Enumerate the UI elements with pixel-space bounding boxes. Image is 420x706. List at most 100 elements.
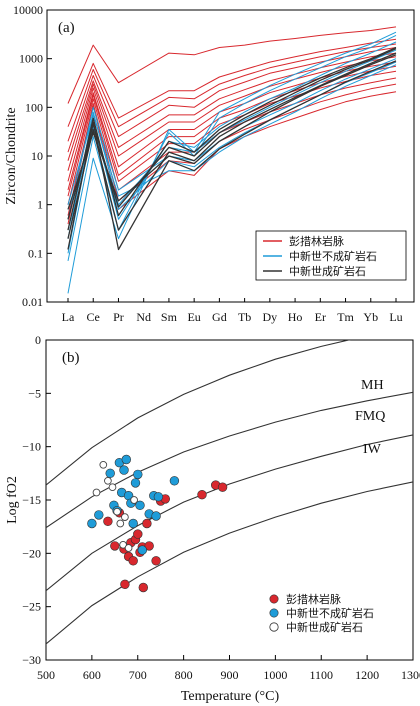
- panel-a-x-tick-label-5: Eu: [187, 310, 200, 324]
- panel-b-point-pcl-20: [217, 482, 228, 492]
- panel-a-y-tick-label-3: 10: [31, 149, 43, 163]
- panel-b-point-pcl-1: [110, 541, 120, 551]
- panel-b-x-tick-label-6: 1100: [309, 668, 333, 682]
- panel-a-y-ticks: 0.01 0.1 1 10 100 1000 10000: [13, 3, 52, 309]
- panel-a-y-tick-label-0: 0.01: [22, 295, 43, 309]
- panel-b-point-nonmin-7: [119, 465, 129, 475]
- panel-a-legend-label-nonmin: 中新世不成矿岩石: [289, 249, 377, 263]
- panel-b-y-tick-label-4: −20: [22, 546, 41, 560]
- panel-b-points-layer: [87, 454, 228, 593]
- panel-a-pattern-pcl-5: [67, 56, 397, 171]
- buffer-curve-iw: [46, 434, 413, 592]
- panel-a-legend-label-min: 中新世成矿岩石: [289, 264, 366, 278]
- panel-b-legend-label-pcl: 彭措林岩脉: [286, 592, 341, 606]
- panel-a-legend: 彭措林岩脉 中新世不成矿岩石 中新世成矿岩石: [255, 230, 407, 281]
- panel-b-y-tick-label-0: 0: [35, 333, 41, 347]
- buffer-label-iw: IW: [363, 442, 382, 457]
- panel-b-point-nonmin-12: [130, 478, 141, 488]
- panel-b-point-pcl-13: [142, 518, 152, 529]
- panel-a-pattern-pcl-4: [67, 52, 397, 161]
- panel-b-point-nonmin-15: [137, 545, 148, 555]
- panel-b-legend-label-nonmin: 中新世不成矿岩石: [286, 606, 374, 620]
- panel-b-y-ticks: 0 −5 −10 −15 −20 −25 −30: [22, 333, 51, 667]
- panel-b-point-min-8: [124, 544, 133, 552]
- panel-a-y-tick-label-2: 1: [37, 198, 43, 212]
- panel-a-x-tick-label-12: Yb: [363, 310, 378, 324]
- buffer-label-fmq: FMQ: [355, 409, 385, 424]
- buffer-curve-fmq: [46, 391, 413, 529]
- panel-a-x-tick-label-7: Tb: [238, 310, 251, 324]
- panel-b-point-nonmin-19: [153, 492, 164, 502]
- panel-b-point-pcl-0: [103, 516, 113, 526]
- panel-a-pattern-pcl-2: [67, 43, 397, 142]
- panel-b-point-nonmin-1: [94, 510, 104, 520]
- panel-a-x-tick-label-8: Dy: [263, 310, 278, 324]
- panel-b-point-min-4: [113, 507, 121, 516]
- panel-b-point-min-9: [130, 496, 138, 504]
- panel-b-y-tick-label-2: −10: [22, 440, 41, 454]
- buffer-curve-mh: [46, 340, 352, 486]
- panel-b-x-tick-label-3: 800: [175, 668, 193, 682]
- panel-b-y-tick-label-3: −15: [22, 493, 41, 507]
- panel-a-x-tick-label-4: Sm: [161, 310, 178, 324]
- panel-a-x-tick-label-1: Ce: [87, 310, 100, 324]
- panel-b-point-pcl-4: [120, 579, 130, 589]
- panel-a-x-tick-label-3: Nd: [136, 310, 151, 324]
- panel-a-pattern-pcl-1: [67, 38, 397, 127]
- panel-a-pattern-min-22: [67, 48, 397, 220]
- panel-a-pattern-min-20: [67, 52, 397, 239]
- panel-b-legend: 彭措林岩脉 中新世不成矿岩石 中新世成矿岩石: [269, 592, 374, 634]
- panel-b-y-tick-label-5: −25: [22, 600, 41, 614]
- panel-a-label: (a): [58, 20, 75, 36]
- panel-b-legend-marker-pcl: [269, 594, 279, 604]
- panel-a-y-tick-label-4: 100: [25, 100, 43, 114]
- panel-b: 0 −5 −10 −15 −20 −25 −30 500 600 700 800 900 1000 11…: [5, 333, 420, 704]
- panel-b-label: (b): [62, 350, 80, 366]
- panel-b-x-tick-label-8: 1300: [401, 668, 420, 682]
- panel-a-pattern-nonmin-12: [67, 31, 397, 294]
- panel-b-buffer-curves: [46, 340, 413, 645]
- panel-a-x-tick-label-10: Er: [315, 310, 326, 324]
- panel-a-x-tick-label-11: Tm: [337, 310, 354, 324]
- panel-b-y-tick-label-6: −30: [22, 653, 41, 667]
- panel-b-y-tick-label-1: −5: [28, 386, 41, 400]
- panel-a-series-layer: [67, 26, 397, 294]
- panel-a-y-tick-label-6: 10000: [13, 3, 43, 17]
- panel-b-x-tick-label-7: 1200: [355, 668, 379, 682]
- panel-a-pattern-pcl-7: [67, 65, 397, 191]
- panel-a-pattern-pcl-0: [67, 26, 397, 104]
- panel-b-point-nonmin-0: [87, 518, 97, 529]
- panel-b-legend-label-min: 中新世成矿岩石: [286, 620, 363, 634]
- panel-b-point-pcl-18: [197, 490, 207, 500]
- panel-b-x-tick-label-4: 900: [221, 668, 239, 682]
- panel-a: 0.01 0.1 1 10 100 1000 10000 La Ce Pr Nd Sm Eu Gd Tb D…: [4, 3, 415, 324]
- panel-b-point-nonmin-2: [105, 468, 115, 478]
- panel-a-pattern-min-21: [67, 46, 397, 231]
- panel-b-x-tick-label-5: 1000: [263, 668, 287, 682]
- panel-a-legend-label-pcl: 彭措林岩脉: [289, 234, 344, 248]
- panel-b-y-axis-label: Log fO2: [5, 476, 20, 524]
- panel-a-x-ticks: La Ce Pr Nd Sm Eu Gd Tb Dy Ho Er Tm Yb Lu: [62, 298, 403, 324]
- panel-b-legend-marker-min: [269, 622, 279, 632]
- panel-b-x-tick-label-0: 500: [37, 668, 55, 682]
- panel-b-point-nonmin-8: [121, 454, 132, 465]
- buffer-curve-lower: [46, 481, 413, 645]
- panel-b-point-min-2: [104, 476, 112, 485]
- panel-a-x-tick-label-0: La: [62, 310, 75, 324]
- panel-b-point-nonmin-13: [133, 469, 143, 480]
- panel-b-point-nonmin-11: [128, 518, 138, 529]
- panel-b-x-axis-label: Temperature (°C): [181, 689, 280, 704]
- panel-b-point-min-1: [99, 460, 108, 469]
- panel-b-point-pcl-15: [151, 556, 161, 566]
- panel-a-y-axis-label: Zircon/Chondrite: [4, 107, 19, 204]
- panel-b-x-tick-label-2: 700: [129, 668, 147, 682]
- panel-a-x-tick-label-13: Lu: [389, 310, 402, 324]
- buffer-label-mh: MH: [361, 378, 384, 393]
- panel-a-x-tick-label-9: Ho: [288, 310, 303, 324]
- panel-b-point-pcl-14: [144, 541, 154, 551]
- panel-a-x-tick-label-2: Pr: [113, 310, 124, 324]
- panel-a-pattern-min-23: [67, 54, 397, 210]
- panel-b-frame: [45, 339, 414, 661]
- panel-b-point-min-7: [121, 513, 129, 521]
- panel-a-y-tick-label-1: 0.1: [28, 246, 43, 260]
